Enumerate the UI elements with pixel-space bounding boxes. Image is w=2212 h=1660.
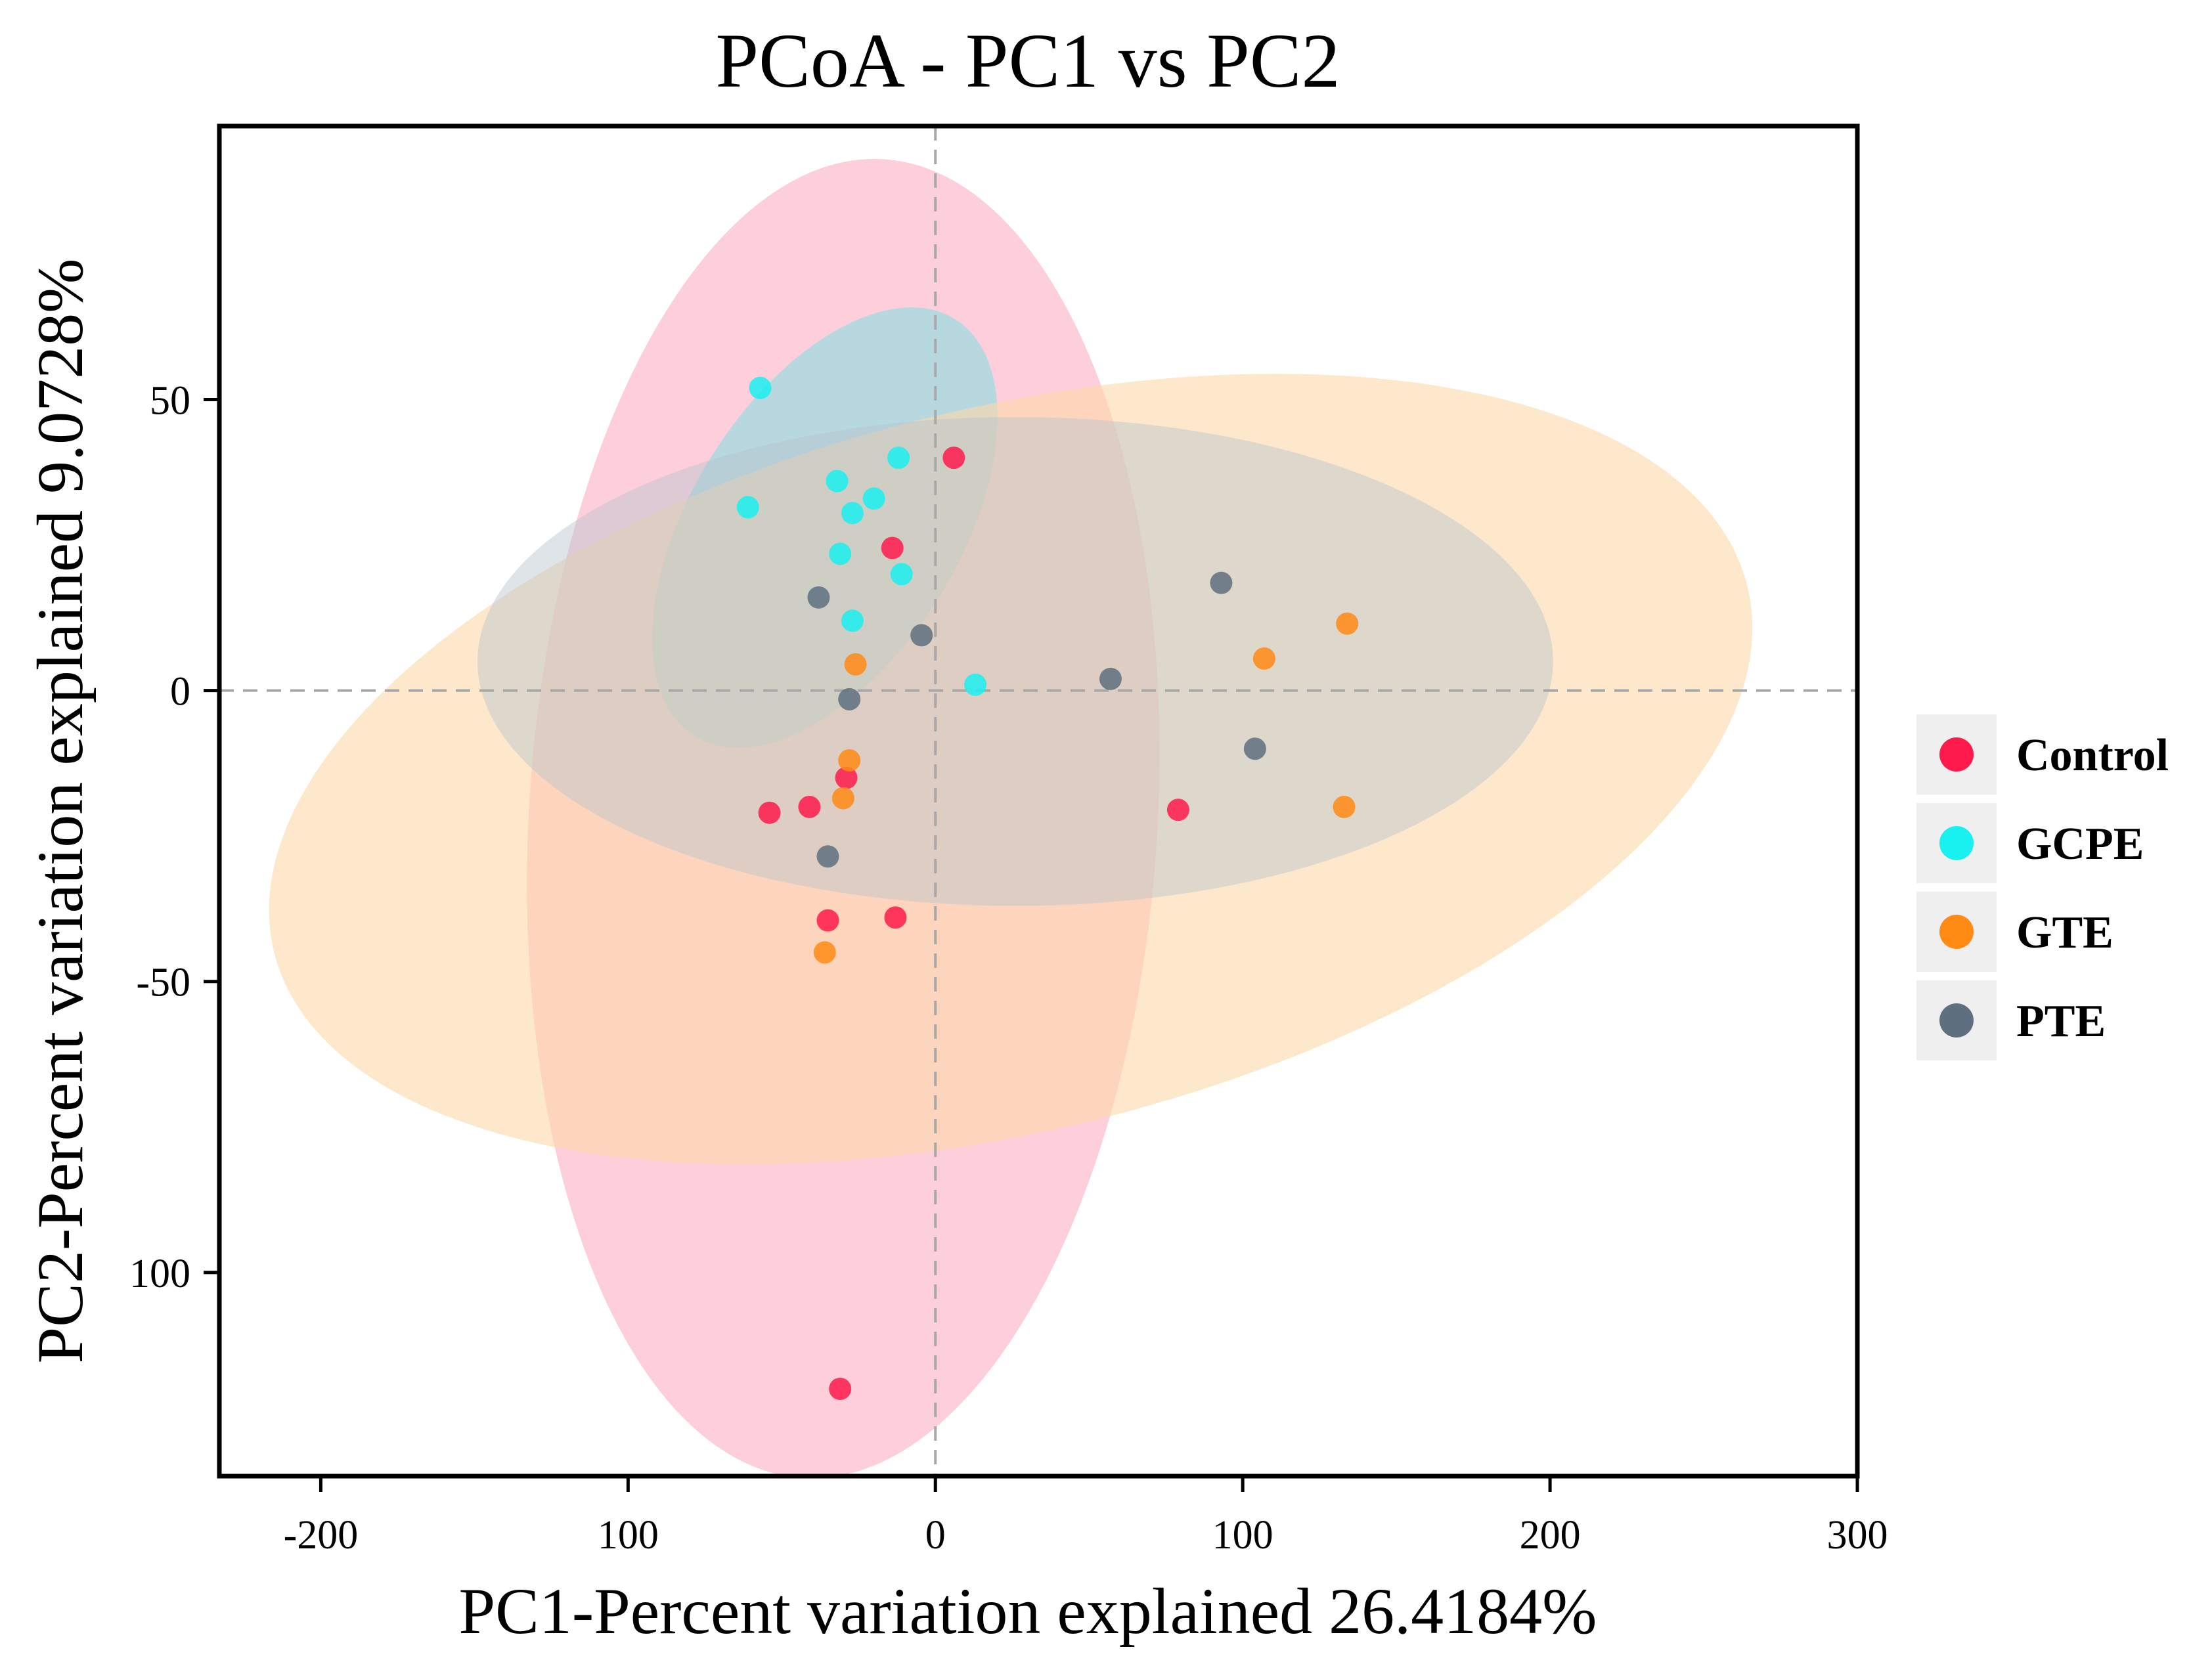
point-gte: [838, 749, 861, 772]
plot-frame: [217, 123, 1860, 1479]
point-control: [758, 801, 781, 824]
point-pte: [1099, 667, 1122, 690]
legend-label-control: Control: [2016, 730, 2169, 781]
point-control: [829, 1378, 852, 1401]
point-gte: [831, 787, 854, 810]
point-gcpe: [841, 502, 864, 525]
y-tick-label: 50: [150, 379, 190, 424]
ellipse-pte: [477, 417, 1553, 906]
point-gte: [1336, 612, 1359, 635]
point-gte: [813, 941, 836, 964]
legend-marker-pte: [1939, 1003, 1974, 1038]
point-gte: [1252, 647, 1275, 670]
point-pte: [816, 845, 839, 868]
chart-title: PCoA - PC1 vs PC2: [716, 18, 1340, 104]
x-tick-label: 0: [925, 1513, 946, 1558]
point-control: [798, 795, 821, 818]
point-pte: [1243, 737, 1266, 760]
x-axis-ticks: -200 100 0 100 200 300: [284, 1476, 1888, 1558]
x-tick-label: 300: [1827, 1513, 1888, 1558]
point-gcpe: [887, 447, 910, 470]
reference-lines: [219, 126, 1857, 1476]
legend-marker-gcpe: [1939, 826, 1974, 860]
point-pte: [910, 624, 933, 647]
point-gcpe: [964, 673, 987, 696]
point-pte: [1210, 571, 1233, 594]
y-axis-ticks: 50 0 -50 100: [129, 379, 219, 1296]
x-axis-label: PC1-Percent variation explained 26.4184%: [459, 1575, 1597, 1648]
point-gcpe: [841, 609, 864, 632]
y-tick-label: 0: [170, 670, 190, 714]
x-tick-label: 100: [1212, 1513, 1273, 1558]
x-tick-label: 100: [598, 1513, 659, 1558]
point-control: [835, 766, 858, 789]
point-control: [942, 447, 965, 470]
point-gcpe: [862, 487, 885, 510]
point-gcpe: [890, 563, 913, 586]
legend: Control GCPE GTE PTE: [1916, 714, 2169, 1060]
point-gcpe: [749, 376, 772, 399]
x-tick-label: 200: [1520, 1513, 1581, 1558]
point-control: [816, 909, 839, 932]
y-tick-label: -50: [136, 961, 190, 1005]
confidence-ellipses: [269, 159, 1753, 1479]
legend-label-pte: PTE: [2016, 996, 2106, 1047]
legend-label-gcpe: GCPE: [2016, 819, 2144, 869]
y-axis-label: PC2-Percent variation explained 9.0728%: [24, 259, 97, 1364]
y-tick-label: 100: [129, 1252, 190, 1296]
point-control: [1166, 798, 1189, 821]
x-tick-label: -200: [284, 1513, 359, 1558]
point-pte: [807, 586, 830, 609]
point-gte: [844, 653, 867, 676]
point-pte: [838, 688, 861, 710]
point-gte: [1333, 795, 1356, 818]
legend-marker-gte: [1939, 915, 1974, 949]
data-points: [736, 376, 1359, 1401]
point-gcpe: [829, 542, 852, 565]
legend-marker-control: [1939, 737, 1974, 772]
point-control: [881, 536, 904, 559]
point-gcpe: [826, 470, 849, 492]
point-control: [884, 906, 907, 929]
point-gcpe: [736, 496, 759, 519]
ellipse-gte: [269, 374, 1753, 1165]
legend-label-gte: GTE: [2016, 907, 2113, 958]
